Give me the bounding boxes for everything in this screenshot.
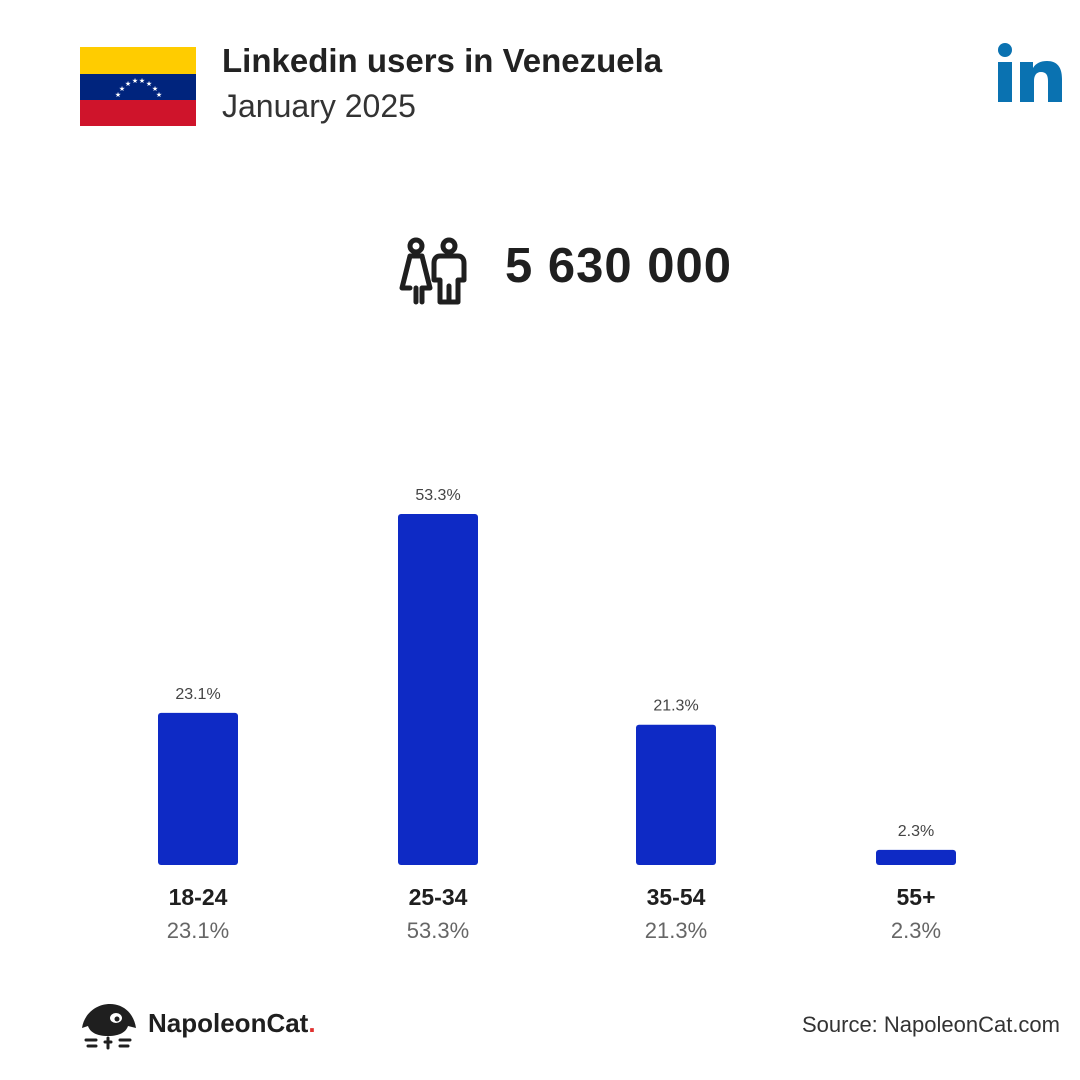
brand-name: NapoleonCat. (148, 1008, 316, 1038)
napoleoncat-logo-icon (82, 1004, 136, 1050)
svg-text:★: ★ (152, 85, 158, 93)
users-icon (399, 237, 467, 305)
svg-text:★: ★ (139, 77, 145, 85)
svg-text:★: ★ (115, 91, 121, 99)
bar-25-34 (398, 514, 478, 865)
category-percent-label: 23.1% (167, 918, 229, 943)
bar-value-label: 21.3% (653, 698, 698, 715)
category-label: 55+ (896, 884, 935, 910)
venezuela-flag: ★ ★ ★ ★ ★ ★ ★ ★ (80, 47, 196, 126)
source-label: Source: NapoleonCat.com (801, 1012, 1060, 1037)
category-label: 35-54 (647, 884, 706, 910)
page-title: Linkedin users in Venezuela (222, 42, 663, 79)
bar-35-54 (636, 724, 716, 865)
svg-text:★: ★ (156, 91, 162, 99)
bar-value-label: 53.3% (415, 487, 460, 504)
svg-text:★: ★ (146, 80, 152, 88)
svg-text:★: ★ (125, 80, 131, 88)
bar-value-label: 2.3% (898, 823, 934, 840)
svg-text:★: ★ (119, 85, 125, 93)
bar-18-24 (158, 712, 238, 865)
linkedin-logo-icon (998, 43, 1062, 102)
category-percent-label: 53.3% (407, 918, 469, 943)
category-label: 25-34 (409, 884, 468, 910)
category-label: 18-24 (169, 884, 228, 910)
category-percent-label: 21.3% (645, 918, 707, 943)
age-bar-chart: 23.1% 18-24 23.1% 53.3% 25-34 53.3% 21.3% 35-54… (158, 487, 956, 943)
svg-text:★: ★ (132, 77, 138, 85)
bar-55+ (876, 849, 956, 865)
bar-value-label: 23.1% (175, 686, 220, 703)
page-subtitle: January 2025 (222, 88, 416, 124)
total-users-value: 5 630 000 (505, 239, 732, 293)
category-percent-label: 2.3% (891, 918, 941, 943)
